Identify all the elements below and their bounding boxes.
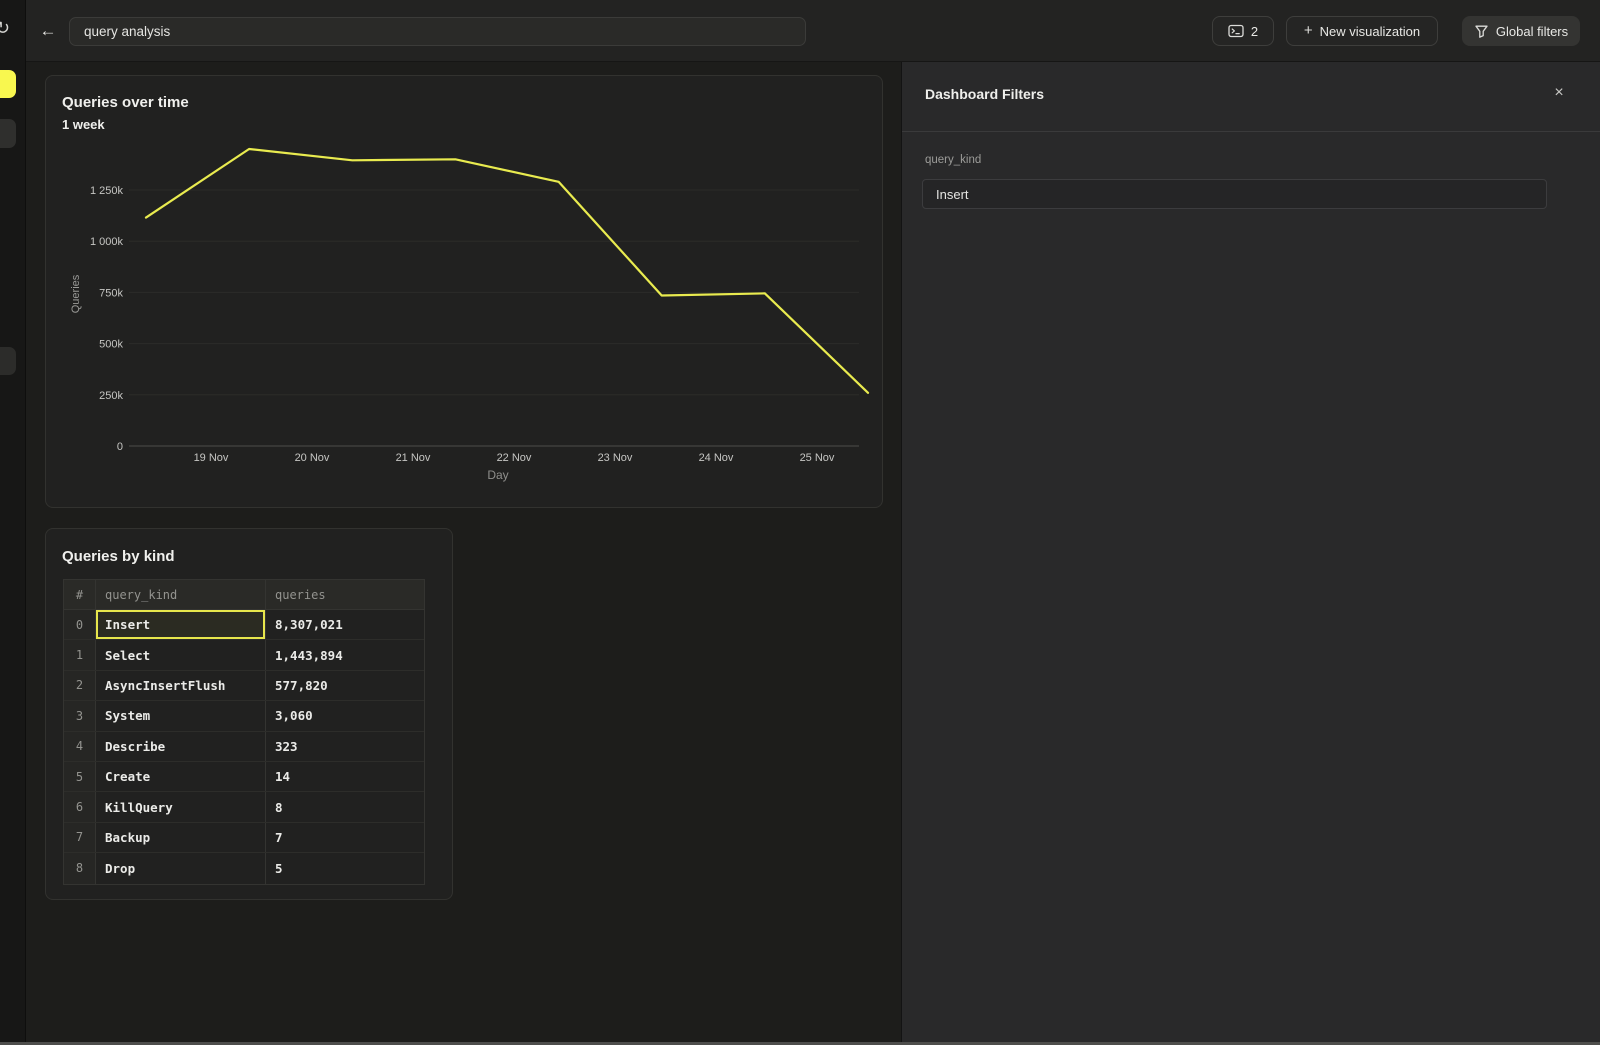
x-tick-label: 22 Nov — [497, 452, 532, 464]
column-header-queries: queries — [275, 587, 326, 602]
row-index-cell: 4 — [64, 731, 96, 761]
panel-divider — [902, 131, 1600, 132]
table-row: 8 Drop 5 — [64, 853, 424, 884]
table-cell-query-kind[interactable]: Drop — [96, 853, 266, 884]
x-tick-label: 19 Nov — [194, 452, 229, 464]
table-cell-query-kind[interactable]: Backup — [96, 822, 266, 853]
table-cell-query-kind[interactable]: Insert — [96, 610, 266, 640]
filter-field-label: query_kind — [925, 154, 982, 166]
console-queries-button[interactable]: 2 — [1212, 16, 1274, 46]
window-bottom-edge — [0, 1042, 1600, 1045]
x-tick-label: 25 Nov — [800, 452, 835, 464]
dashboard-title-input[interactable] — [69, 17, 806, 46]
chart-line-series — [144, 147, 870, 394]
y-tick-label: 750k — [99, 287, 123, 299]
y-tick-label: 0 — [117, 441, 123, 453]
table-cell-queries[interactable]: 3,060 — [275, 708, 313, 724]
y-tick-label: 250k — [99, 390, 123, 402]
table-cell-queries[interactable]: 1,443,894 — [275, 647, 343, 663]
table-cell-queries[interactable]: 5 — [275, 860, 283, 876]
back-arrow-icon: ← — [39, 21, 57, 40]
new-visualization-button[interactable]: + New visualization — [1286, 16, 1438, 46]
sidebar-item[interactable] — [0, 119, 16, 148]
table-cell-queries[interactable]: 323 — [275, 738, 298, 754]
table-cell-queries[interactable]: 8,307,021 — [275, 617, 343, 633]
sidebar-item-active[interactable] — [0, 70, 16, 98]
back-button[interactable]: ← — [34, 17, 62, 45]
row-index-cell: 0 — [64, 610, 96, 640]
chart-title: Queries over time — [62, 94, 189, 111]
topbar: ← 2 + New visualization Global filters — [26, 0, 1600, 62]
column-header-query-kind: query_kind — [96, 580, 266, 609]
table-cell-queries[interactable]: 577,820 — [275, 677, 328, 693]
table-cell-query-kind[interactable]: AsyncInsertFlush — [96, 670, 266, 701]
row-index-cell: 5 — [64, 761, 96, 792]
x-tick-label: 21 Nov — [396, 452, 431, 464]
table-cell-query-kind[interactable]: Describe — [96, 731, 266, 761]
table-row: 1 Select 1,443,894 — [64, 640, 424, 671]
table-row: 4 Describe 323 — [64, 731, 424, 762]
dashboard-content: Queries over time 1 week 0 250k 500k 750k 1 … — [26, 62, 901, 1045]
plus-icon: + — [1303, 22, 1313, 39]
row-index-cell: 6 — [64, 792, 96, 822]
table-row: 6 KillQuery 8 — [64, 792, 424, 823]
line-chart: 0 250k 500k 750k 1 000k 1 250k 19 Nov 20 Nov 21 … — [70, 147, 870, 482]
console-icon — [1228, 24, 1244, 38]
dashboard-filters-panel: Dashboard Filters × query_kind — [901, 62, 1600, 1045]
x-tick-label: 20 Nov — [295, 452, 330, 464]
x-tick-label: 24 Nov — [699, 452, 734, 464]
table-row: 3 System 3,060 — [64, 701, 424, 732]
table-cell-queries[interactable]: 7 — [275, 829, 283, 845]
table-cell-queries[interactable]: 8 — [275, 799, 283, 815]
table-row: 5 Create 14 — [64, 761, 424, 793]
close-icon[interactable]: × — [1548, 82, 1570, 104]
chart-card-queries-over-time: Queries over time 1 week 0 250k 500k 750k 1 … — [45, 75, 883, 508]
x-tick-label: 23 Nov — [598, 452, 633, 464]
left-sidebar-strip: ↻ — [0, 0, 26, 1045]
table-row: 2 AsyncInsertFlush 577,820 — [64, 670, 424, 702]
table-row: 0 Insert 8,307,021 — [64, 610, 424, 641]
column-header-index: # — [64, 580, 96, 609]
x-axis-label: Day — [487, 468, 508, 482]
table-cell-query-kind[interactable]: System — [96, 701, 266, 731]
table-cell-query-kind[interactable]: KillQuery — [96, 792, 266, 822]
table-header-row: # query_kind queries — [64, 580, 424, 610]
chart-subtitle: 1 week — [62, 117, 105, 132]
funnel-icon — [1475, 25, 1488, 38]
global-filters-button[interactable]: Global filters — [1462, 16, 1580, 46]
row-index-cell: 7 — [64, 822, 96, 853]
sidebar-item[interactable] — [0, 347, 16, 375]
y-tick-label: 1 250k — [90, 185, 124, 197]
queries-by-kind-table: # query_kind queries 0 Insert 8,307,021 1 Selec… — [63, 579, 425, 885]
row-index-cell: 2 — [64, 670, 96, 701]
new-visualization-label: New visualization — [1319, 23, 1421, 39]
query-kind-filter-input[interactable] — [922, 179, 1547, 209]
table-cell-queries[interactable]: 14 — [275, 769, 291, 785]
table-title: Queries by kind — [62, 548, 175, 565]
row-index-cell: 3 — [64, 701, 96, 731]
y-axis-label: Queries — [70, 274, 82, 313]
table-row: 7 Backup 7 — [64, 822, 424, 854]
table-card-queries-by-kind: Queries by kind # query_kind queries 0 Inser… — [45, 528, 453, 900]
row-index-cell: 1 — [64, 640, 96, 670]
y-tick-label: 500k — [99, 339, 123, 351]
table-cell-query-kind[interactable]: Select — [96, 640, 266, 670]
table-cell-query-kind[interactable]: Create — [96, 761, 266, 792]
y-tick-label: 1 000k — [90, 236, 124, 248]
row-index-cell: 8 — [64, 853, 96, 884]
refresh-icon[interactable]: ↻ — [0, 19, 10, 37]
global-filters-label: Global filters — [1495, 23, 1569, 39]
filters-panel-title: Dashboard Filters — [925, 86, 1045, 102]
console-count: 2 — [1250, 23, 1259, 39]
